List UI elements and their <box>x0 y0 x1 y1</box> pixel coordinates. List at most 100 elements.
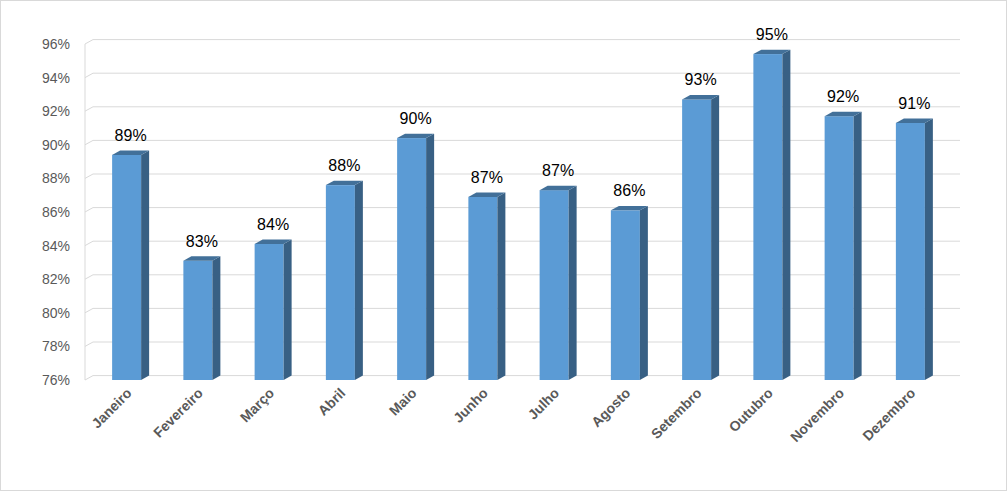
data-label: 83% <box>186 233 218 250</box>
x-tick-label: Outubro <box>726 385 776 435</box>
data-label: 87% <box>471 169 503 186</box>
bar-front <box>825 116 854 380</box>
bar-side <box>497 192 505 380</box>
bar-side <box>854 112 862 380</box>
y-tick-label: 96% <box>42 36 70 52</box>
bar <box>540 186 577 380</box>
grid-line-side <box>85 342 93 346</box>
bar-side <box>426 134 434 380</box>
bar-side <box>141 150 149 380</box>
x-tick-label: Março <box>237 385 277 425</box>
bar <box>825 112 862 380</box>
bar <box>255 240 292 380</box>
data-label: 87% <box>542 162 574 179</box>
y-tick-label: 84% <box>42 238 70 254</box>
data-label: 92% <box>827 88 859 105</box>
y-tick-label: 94% <box>42 70 70 86</box>
chart-frame <box>1 1 1007 491</box>
bar <box>468 192 505 380</box>
bar-side <box>569 186 577 380</box>
chart-container: 76% 78% 80% 82% 84% 86% 88% 90% 92% 94% 96% 89% Jane… <box>0 0 1007 491</box>
y-tick-label: 88% <box>42 170 70 186</box>
bar-top <box>896 119 933 123</box>
grid-line-side <box>85 107 93 111</box>
bar <box>753 50 790 380</box>
bar-top <box>753 50 790 54</box>
bar <box>896 119 933 380</box>
bar <box>682 95 719 380</box>
data-label: 95% <box>756 26 788 43</box>
bar-top <box>540 186 577 190</box>
x-tick-label: Fevereiro <box>150 385 206 441</box>
chart-svg: 76% 78% 80% 82% 84% 86% 88% 90% 92% 94% 96% 89% Jane… <box>0 0 1007 491</box>
data-label: 86% <box>613 182 645 199</box>
x-tick-label: Maio <box>386 385 420 419</box>
grid <box>85 40 960 380</box>
bars <box>112 50 933 380</box>
data-label: 88% <box>328 157 360 174</box>
bar-front <box>112 155 141 380</box>
grid-line-side <box>85 40 93 44</box>
y-tick-label: 76% <box>42 372 70 388</box>
bar-front <box>540 190 569 380</box>
grid-line-side <box>85 140 93 144</box>
grid-line <box>93 73 960 74</box>
bar-top <box>183 256 220 260</box>
grid-line <box>93 39 960 40</box>
bar-top <box>326 181 363 185</box>
bar-top <box>468 192 505 196</box>
bar-front <box>896 123 925 380</box>
x-tick-label: Novembro <box>787 385 847 445</box>
data-label: 90% <box>400 110 432 127</box>
x-tick-label: Agosto <box>588 385 633 430</box>
bar-side <box>782 50 790 380</box>
bar-top <box>825 112 862 116</box>
grid-line <box>93 106 960 107</box>
bar-side <box>355 181 363 380</box>
bar-top <box>112 150 149 154</box>
bar-top <box>255 240 292 244</box>
bar <box>112 150 149 380</box>
x-tick-label: Abril <box>315 385 349 419</box>
y-tick-label: 78% <box>42 338 70 354</box>
bar-top <box>682 95 719 99</box>
grid-line-side <box>85 73 93 77</box>
y-tick-label: 80% <box>42 305 70 321</box>
x-tick-label: Dezembro <box>859 385 918 444</box>
bar-side <box>212 256 220 380</box>
bar-side <box>711 95 719 380</box>
bar-top <box>611 206 648 210</box>
bar <box>611 206 648 380</box>
x-tick-label: Julho <box>525 385 563 423</box>
data-label: 84% <box>257 216 289 233</box>
bar-front <box>397 138 426 380</box>
bar <box>183 256 220 380</box>
bar-front <box>326 185 355 380</box>
grid-line-side <box>85 308 93 312</box>
bar-front <box>753 54 782 380</box>
x-tick-label: Setembro <box>648 385 705 442</box>
bar-front <box>255 244 284 380</box>
y-axis-line <box>85 44 86 380</box>
y-tick-label: 82% <box>42 271 70 287</box>
bar-front <box>468 197 497 380</box>
grid-line-side <box>85 208 93 212</box>
data-label: 91% <box>898 95 930 112</box>
bar <box>326 181 363 380</box>
bar-side <box>284 240 292 380</box>
y-tick-label: 86% <box>42 204 70 220</box>
data-label: 89% <box>115 127 147 144</box>
bar <box>397 134 434 380</box>
y-tick-label: 90% <box>42 137 70 153</box>
x-tick-label: Janeiro <box>88 385 135 432</box>
bar-side <box>640 206 648 380</box>
grid-line-side <box>85 275 93 279</box>
x-tick-label: Junho <box>450 385 491 426</box>
y-tick-label: 92% <box>42 103 70 119</box>
grid-line-side <box>85 376 93 380</box>
bar-top <box>397 134 434 138</box>
bar-front <box>183 261 212 380</box>
bar-front <box>682 99 711 380</box>
grid-line-side <box>85 241 93 245</box>
data-label: 93% <box>685 71 717 88</box>
